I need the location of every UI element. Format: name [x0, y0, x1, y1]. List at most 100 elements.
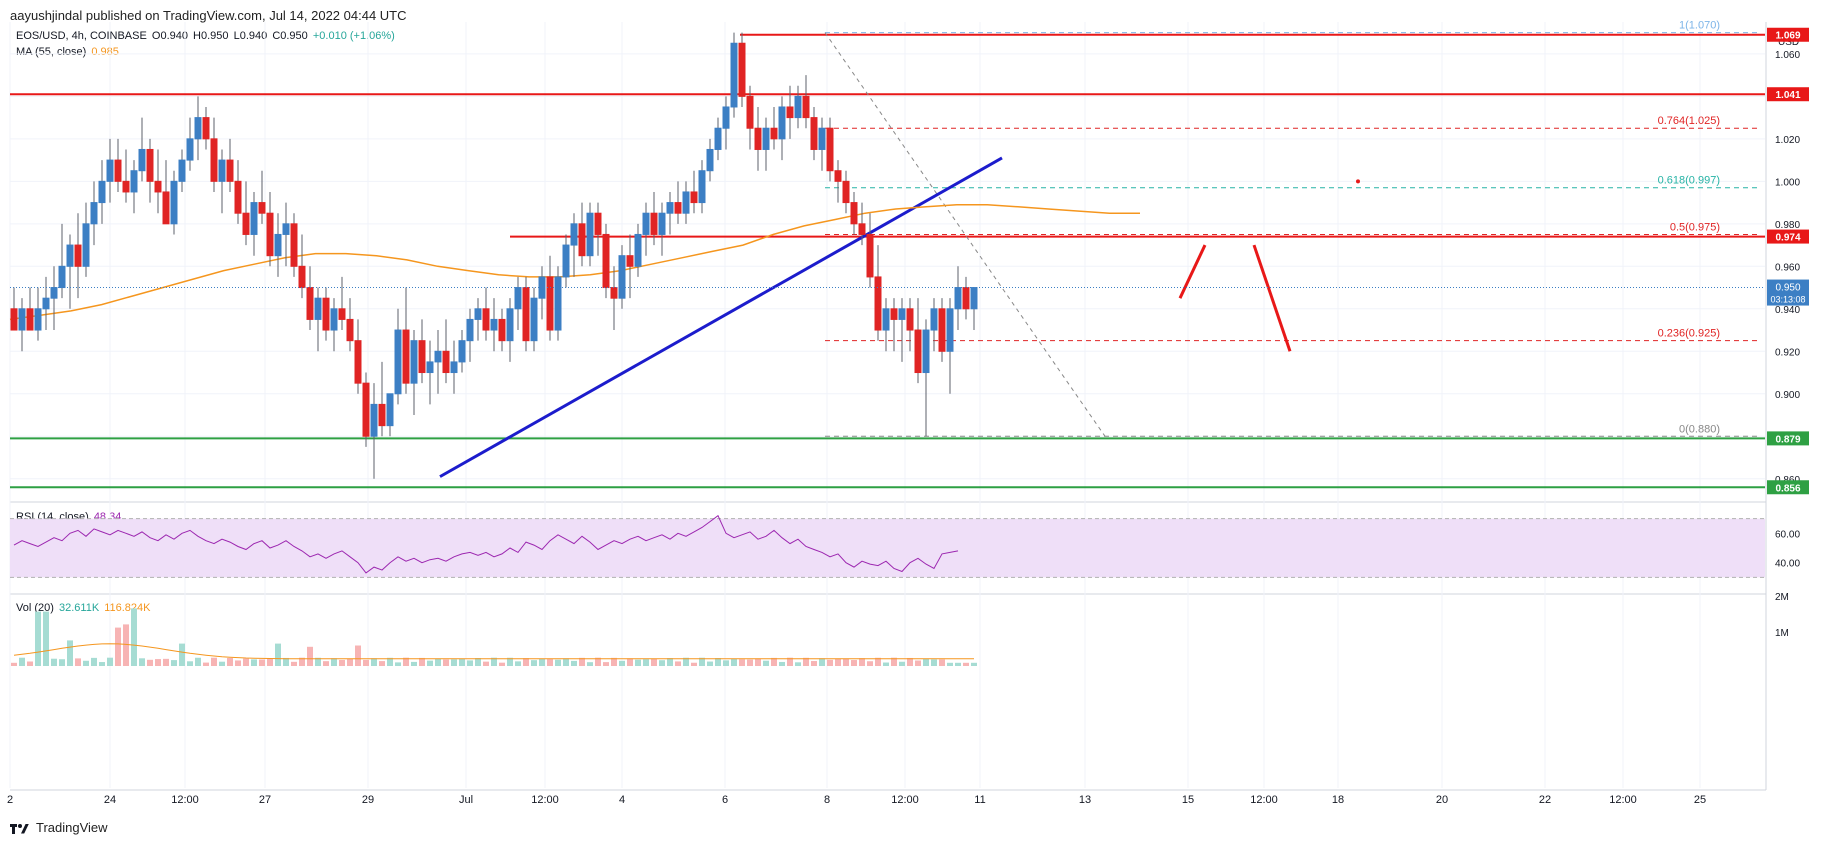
volume-bar [411, 661, 417, 666]
candle-up [922, 329, 930, 374]
trend-line [439, 156, 1003, 478]
candle-down [906, 308, 914, 331]
ma-label: MA (55, close) [16, 46, 87, 58]
candle-up [34, 308, 42, 331]
candle-down [738, 42, 746, 97]
candle-down [522, 287, 530, 342]
volume-bar [795, 662, 801, 666]
marker-dot [1356, 179, 1360, 184]
volume-bar [603, 662, 609, 666]
ma55-line [9, 203, 1140, 321]
candle-down [578, 223, 586, 257]
volume-bar [83, 660, 89, 666]
volume-bar [515, 661, 521, 666]
price-level-text: 0.856 [1775, 483, 1800, 494]
candle-down [674, 202, 682, 214]
volume-bar [867, 661, 873, 666]
price-tick-label: 1.020 [1775, 135, 1800, 146]
volume-bar [427, 660, 433, 666]
time-tick-label: 8 [824, 794, 830, 806]
volume-bar [171, 660, 177, 666]
candle-up [970, 287, 978, 310]
candle-up [682, 191, 690, 214]
candle-up [42, 297, 50, 310]
candle-up [434, 350, 442, 363]
volume-bar [755, 658, 761, 666]
candle-down [354, 340, 362, 384]
volume-bar [523, 658, 529, 666]
candle-down [690, 191, 698, 204]
candle-up [90, 202, 98, 225]
volume-bar [723, 660, 729, 666]
price-level-text: 0.974 [1775, 233, 1800, 244]
tradingview-logo-icon [10, 822, 30, 834]
volume-bar [923, 658, 929, 666]
price-level-text: 0.879 [1775, 434, 1800, 445]
volume-tick-label: 1M [1775, 628, 1789, 639]
price-level-tag [1767, 27, 1809, 42]
candle-down [874, 276, 882, 331]
volume-bar [851, 660, 857, 666]
candle-up [570, 223, 578, 246]
volume-bar [683, 657, 689, 666]
candle-down [26, 308, 34, 331]
volume-bar [659, 660, 665, 666]
time-tick-label: 27 [259, 794, 271, 806]
last-price-text: 0.950 [1775, 283, 1800, 294]
volume-bar [475, 658, 481, 666]
candle-up [218, 159, 226, 182]
volume-tick-label: 2M [1775, 592, 1789, 603]
volume-bar [963, 662, 969, 666]
volume-bar [763, 660, 769, 666]
volume-bar [747, 659, 753, 666]
candle-up [898, 308, 906, 320]
legend-change: +0.010 (+1.06%) [312, 30, 395, 42]
volume-bar [251, 659, 257, 666]
volume-bar [707, 661, 713, 666]
candle-down [306, 287, 314, 320]
rsi-band [10, 518, 1765, 578]
volume-bar [379, 661, 385, 666]
candle-up [818, 127, 826, 150]
volume-bar [267, 658, 273, 666]
price-tick-label: 1.060 [1775, 50, 1800, 61]
candle-up [554, 276, 562, 331]
volume-bar [435, 658, 441, 666]
candle-up [930, 308, 938, 331]
candle-down [858, 223, 866, 235]
time-tick-label: 4 [619, 794, 625, 806]
volume-bar [11, 662, 17, 666]
volume-bar [211, 657, 217, 666]
price-tick-label: 1.000 [1775, 177, 1800, 188]
volume-bar [947, 662, 953, 666]
volume-bar [667, 658, 673, 666]
candle-down [826, 127, 834, 172]
candle-up [394, 329, 402, 395]
volume-bar [915, 660, 921, 666]
vol-legend: Vol (20) 32.611K 116.824K [16, 602, 153, 614]
candle-up [882, 308, 890, 331]
volume-bar [779, 661, 785, 666]
volume-bar [195, 657, 201, 666]
volume-bar [907, 657, 913, 666]
candle-down [626, 255, 634, 267]
volume-bar [403, 657, 409, 666]
volume-bar [419, 657, 425, 666]
volume-bar [43, 611, 49, 666]
time-tick-label: 18 [1332, 794, 1344, 806]
fib-level-label: 0.618(0.997) [1658, 175, 1720, 187]
candle-down [202, 117, 210, 140]
vol-value1: 32.611K [58, 602, 100, 614]
volume-bar [635, 659, 641, 666]
candle-up [58, 265, 66, 289]
volume-bar [699, 657, 705, 666]
price-chart[interactable]: 2 24 12:00 27 29 Jul 12:00 4 6 8 12:00 11 13 15 12:00 1… [0, 0, 1834, 812]
time-tick-label: 2 [7, 794, 13, 806]
rsi-tick-label: 60.00 [1775, 529, 1800, 540]
candle-down [74, 244, 82, 267]
candle-down [546, 276, 554, 331]
volume-bar [739, 659, 745, 666]
fib-level-label: 0.5(0.975) [1670, 221, 1720, 233]
candle-up [186, 138, 194, 161]
volume-bar [19, 657, 25, 666]
